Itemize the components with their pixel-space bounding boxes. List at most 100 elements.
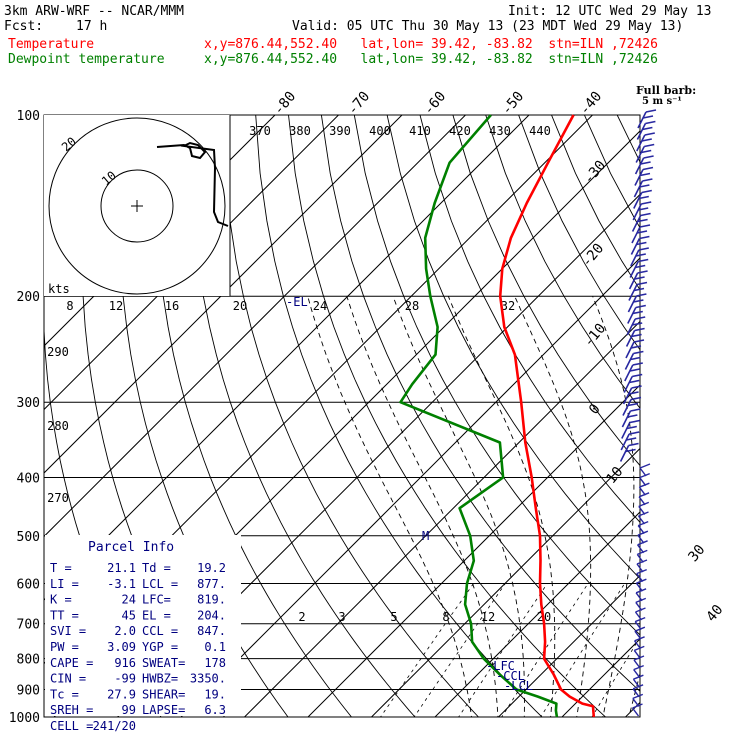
parcel-value2-6: 178: [204, 656, 226, 670]
pressure-label-900: 900: [17, 683, 40, 698]
wind-barb-staff-5: [634, 169, 644, 186]
wind-barb-staff-19: [625, 330, 636, 347]
dry-adiabat-340: [419, 115, 640, 523]
el-marker: -EL: [286, 295, 308, 309]
isotherm-label--40: -40: [577, 89, 606, 119]
isotherm--80: [44, 115, 530, 601]
wind-barb-low-18: [634, 640, 642, 650]
speed-label-28: 28: [405, 299, 419, 313]
parcel-value-5: 3.09: [107, 640, 136, 654]
parcel-value-0: 21.1: [107, 561, 136, 575]
parcel-value2-9: 6.3: [204, 703, 226, 717]
parcel-key-3: TT =: [50, 608, 79, 622]
wind-barb-low-flag-23: [632, 684, 644, 690]
parcel-key-1: LI =: [50, 577, 79, 591]
wind-barb-flag-16: [636, 293, 647, 297]
wind-barb-flag2-15: [633, 287, 645, 292]
isotherm--90: [44, 115, 467, 538]
wind-barb-low-13: [635, 592, 643, 602]
pressure-label-300: 300: [17, 396, 40, 411]
moist-adiabat-28: [592, 296, 635, 717]
wind-barb-low-3: [638, 496, 646, 506]
isotherm-label--50: -50: [499, 89, 528, 119]
dry-adiabat-360: [485, 115, 640, 409]
parcel-key2-9: LAPSE=: [142, 703, 185, 717]
isotherm-30: [624, 701, 640, 717]
wind-barb-low-flag-1: [639, 472, 650, 479]
dewpoint-profile: [399, 114, 559, 718]
wind-barb-flag-23: [632, 373, 643, 378]
wind-barb-low-flag-7: [637, 530, 649, 536]
wind-barb-low-flag-9: [637, 549, 648, 556]
wind-barb-flag-24: [631, 385, 642, 389]
parcel-key-7: CIN =: [50, 672, 86, 686]
wind-barb-flag2-7: [638, 195, 649, 200]
parcel-key-4: SVI =: [50, 624, 86, 638]
wind-barb-low-flag-25: [632, 703, 643, 709]
parcel-value2-1: 877.: [197, 577, 226, 591]
parcel-key2-7: HWBZ=: [142, 672, 178, 686]
wind-barb-staff-8: [632, 203, 642, 221]
wind-barb-low-flag-16: [634, 616, 646, 623]
isotherm--110: [44, 115, 340, 411]
dry-adiabat-400: [616, 115, 640, 164]
wind-barb-staff-20: [625, 341, 635, 359]
wind-barb-staff-22: [624, 364, 634, 382]
wind-barb-flag2-6: [639, 184, 650, 188]
wind-barb-low-14: [635, 601, 643, 611]
parcel-key2-3: EL =: [142, 608, 171, 622]
wind-barb-staff-21: [624, 353, 635, 370]
isotherm--10: [370, 447, 640, 717]
pressure-label-700: 700: [17, 618, 40, 633]
wind-barb-staff-25: [622, 399, 632, 416]
parcel-value-1: -3.1: [107, 577, 136, 591]
dry-adiabat-390: [583, 115, 640, 229]
parcel-info-panel: [45, 535, 241, 716]
mixing-ratio-line-5: [458, 583, 548, 717]
wind-barb-low-flag-17: [634, 626, 646, 632]
wind-barb-flag-1: [645, 120, 656, 125]
theta-e-label-410: 410: [409, 124, 431, 138]
parcel-value2-7: 3350.: [190, 672, 226, 686]
parcel-key-8: Tc =: [50, 687, 79, 701]
pressure-label-1000: 1000: [9, 711, 40, 726]
parcel-value-10: 241/20: [93, 719, 136, 733]
hodograph-unit: kts: [48, 282, 70, 296]
wind-barb-flag2-21: [630, 356, 641, 361]
parcel-value-3: 45: [122, 608, 136, 622]
wind-barb-flag-17: [635, 304, 646, 309]
wind-barb-low-flag-15: [635, 607, 646, 613]
init-time: Init: 12 UTC Wed 29 May 13: [508, 4, 712, 19]
dry-adiabat-280: [222, 115, 480, 717]
wind-barb-low-7: [637, 534, 645, 544]
wind-barb-low-16: [634, 621, 642, 631]
wind-barb-low-flag-13: [635, 588, 647, 594]
isotherm-label--60: -60: [421, 89, 450, 119]
dry-adiabat-310: [320, 115, 640, 692]
wind-barb-low-1: [639, 477, 647, 487]
wind-barb-staff-27: [621, 422, 631, 439]
wind-barb-staff-26: [621, 410, 632, 428]
parcel-key2-0: Td =: [142, 561, 171, 575]
pressure-label-100: 100: [17, 109, 40, 124]
wind-legend-title: Full barb:: [636, 84, 696, 97]
parcel-key-6: CAPE =: [50, 656, 93, 670]
isotherm-side-label--30: -30: [581, 158, 610, 188]
wind-barb-staff-14: [628, 272, 639, 290]
wind-barb-low-21: [633, 669, 641, 679]
wind-barb-staff-12: [630, 249, 640, 267]
wind-barb-staff-16: [627, 295, 638, 313]
isotherm--40: [180, 257, 640, 717]
wind-barb-staff-23: [623, 376, 633, 393]
mixing-ratio-line-8: [501, 583, 589, 717]
wind-barb-flag2-24: [628, 391, 639, 395]
wind-barb-flag-18: [635, 316, 646, 320]
wind-barb-flag2-1: [642, 126, 653, 131]
dry-adiabat-430: [716, 115, 740, 730]
wind-barb-staff-10: [631, 226, 641, 244]
theta-label-270: 270: [47, 491, 69, 505]
wind-barb-low-flag-24: [632, 693, 644, 700]
dry-adiabat-330: [386, 115, 640, 580]
pressure-label-600: 600: [17, 577, 40, 592]
isotherm-40: [676, 87, 740, 729]
